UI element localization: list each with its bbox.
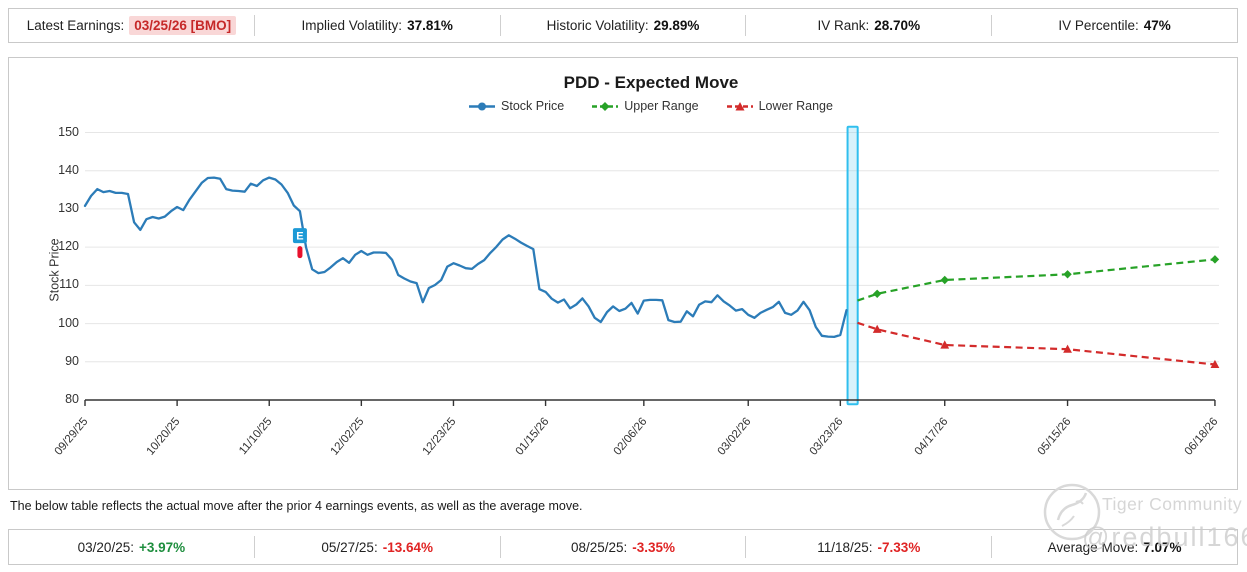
lower-range-line xyxy=(857,321,1216,366)
stat-label: Implied Volatility: xyxy=(301,18,403,33)
stat-cell-2: Historic Volatility: 29.89% xyxy=(501,9,746,42)
move-date-label: 03/20/25: xyxy=(77,539,134,555)
move-percent-value: 7.07% xyxy=(1143,539,1182,555)
earnings-gap-arrow-icon xyxy=(297,246,303,259)
stat-divider xyxy=(253,15,255,36)
stat-divider xyxy=(991,15,993,36)
stat-value: 28.70% xyxy=(874,18,921,33)
move-percent-value: +3.97% xyxy=(138,539,186,555)
move-divider xyxy=(253,536,255,558)
legend-label: Lower Range xyxy=(758,99,833,113)
legend-label: Stock Price xyxy=(501,99,565,113)
legend-label: Upper Range xyxy=(624,99,699,113)
stat-label: Latest Earnings: xyxy=(26,18,125,33)
y-tick-label-80: 80 xyxy=(65,392,79,406)
move-date-label: 05/27/25: xyxy=(321,539,378,555)
y-tick-label-100: 100 xyxy=(58,315,79,330)
move-percent-value: -13.64% xyxy=(382,539,433,555)
lower-range-point-marker xyxy=(940,340,950,349)
chart-plot-area: E xyxy=(83,125,1220,406)
move-divider xyxy=(991,536,993,558)
past-moves-bar: 03/20/25: +3.97% 05/27/25: -13.64% 08/25/25:… xyxy=(8,529,1238,565)
move-date-label: 08/25/25: xyxy=(570,539,628,555)
past-move-cell-1: 05/27/25: -13.64% xyxy=(255,530,500,564)
stat-divider xyxy=(499,15,501,36)
y-tick-label-90: 90 xyxy=(65,353,79,368)
stat-divider xyxy=(745,15,747,36)
upper-range-point-marker xyxy=(940,275,949,285)
move-date-label: Average Move: xyxy=(1047,539,1139,555)
y-tick-label-120: 120 xyxy=(58,239,79,254)
stat-cell-0: Latest Earnings: 03/25/26 [BMO] xyxy=(9,9,254,42)
past-move-cell-0: 03/20/25: +3.97% xyxy=(9,530,254,564)
y-tick-label-110: 110 xyxy=(59,277,79,292)
y-tick-label-150: 150 xyxy=(58,124,79,139)
lower-range-point-marker xyxy=(1063,344,1072,353)
legend-item-lower-range[interactable]: Lower Range xyxy=(726,99,833,113)
lower-range-marker-icon xyxy=(726,101,753,110)
stat-cell-4: IV Percentile: 47% xyxy=(992,9,1237,42)
upper-range-point-marker xyxy=(1063,270,1072,279)
earnings-date-band xyxy=(846,125,859,406)
lower-range-point-marker xyxy=(1210,359,1220,369)
stat-value: 37.81% xyxy=(407,18,453,33)
watermark-brand: Tiger Community xyxy=(1102,494,1243,514)
stock-price-marker-icon xyxy=(469,102,496,110)
move-percent-value: -3.35% xyxy=(632,539,676,555)
upper-range-marker-icon xyxy=(592,101,619,111)
chart-title: PDD - Expected Move xyxy=(563,73,739,92)
stat-label: IV Rank: xyxy=(817,18,870,33)
move-date-label: 11/18/25: xyxy=(817,539,873,555)
legend-item-stock-price[interactable]: Stock Price xyxy=(469,99,564,113)
table-footnote: The below table reflects the actual move… xyxy=(10,499,583,513)
expected-move-chart-panel: PDD - Expected Move Stock Price Upper Ran… xyxy=(8,57,1238,490)
stat-cell-1: Implied Volatility: 37.81% xyxy=(255,9,500,42)
upper-range-point-marker xyxy=(1210,255,1220,264)
stock-price-line xyxy=(83,176,848,339)
move-divider xyxy=(745,536,747,558)
legend-item-upper-range[interactable]: Upper Range xyxy=(592,99,699,113)
chart-legend: Stock Price Upper Range Lower Range xyxy=(86,99,1216,113)
upper-range-point-marker xyxy=(872,289,882,298)
stats-header-bar: Latest Earnings: 03/25/26 [BMO] Implied Vo… xyxy=(8,8,1238,43)
past-move-cell-3: 11/18/25: -7.33% xyxy=(746,530,991,564)
upper-range-line xyxy=(857,258,1216,302)
past-move-cell-2: 08/25/25: -3.35% xyxy=(501,530,746,564)
stat-value: 29.89% xyxy=(653,18,700,33)
stat-value: 47% xyxy=(1143,18,1171,33)
move-divider xyxy=(499,536,501,558)
earnings-e-marker xyxy=(292,228,307,244)
move-percent-value: -7.33% xyxy=(877,539,921,555)
earnings-e-label: E xyxy=(296,231,303,243)
y-tick-label-140: 140 xyxy=(58,162,79,177)
y-axis-title: Stock Price xyxy=(47,238,62,302)
stat-label: IV Percentile: xyxy=(1058,18,1139,33)
lower-range-point-marker xyxy=(872,324,882,333)
stat-cell-3: IV Rank: 28.70% xyxy=(746,9,991,42)
past-move-cell-4: Average Move: 7.07% xyxy=(992,530,1237,564)
y-tick-label-130: 130 xyxy=(58,200,79,215)
stat-value: 03/25/26 [BMO] xyxy=(129,16,237,35)
stat-label: Historic Volatility: xyxy=(546,18,649,33)
